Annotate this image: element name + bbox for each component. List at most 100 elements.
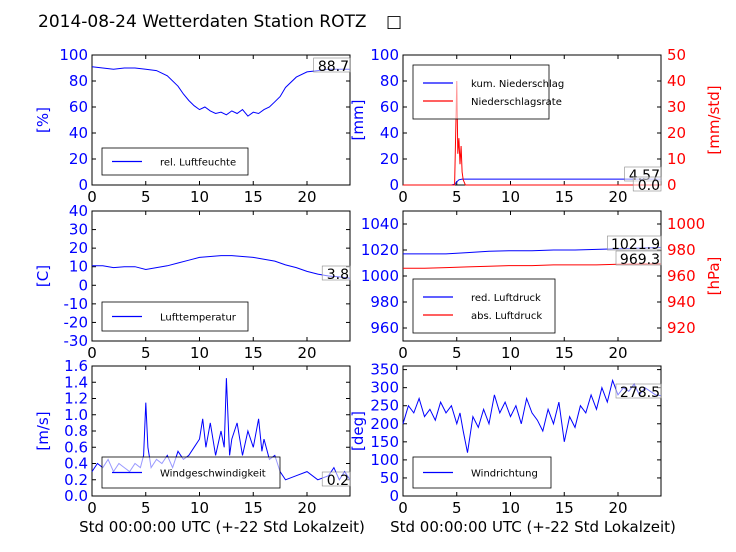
y-right-tick-label: 980 (667, 241, 696, 259)
legend-entry: Niederschlagsrate (471, 97, 562, 108)
y-tick-label: 100 (370, 451, 399, 469)
y-tick-label: 0.4 (64, 455, 88, 473)
x-tick-label: 20 (297, 344, 316, 362)
current-value-label: 88.7 (318, 59, 349, 75)
x-tick-label: 10 (501, 499, 520, 517)
legend: Windgeschwindigkeit (101, 456, 281, 489)
legend-entry: Windgeschwindigkeit (160, 469, 266, 480)
current-value-label: 278.5 (620, 385, 660, 401)
legend-entry: kum. Niederschlag (471, 79, 564, 90)
y-tick-label: 300 (370, 379, 399, 397)
x-tick-label: 15 (244, 188, 263, 206)
precipitation-panel: 0 5 10 15 20 0 20 40 60 80 100 0 10 20 30 40 50 [mm/std] [… (349, 46, 723, 206)
y-tick-label: -10 (64, 295, 89, 313)
x-tick-label: 5 (452, 188, 462, 206)
x-tick-label: 10 (190, 188, 209, 206)
current-value-label: 969.3 (620, 252, 660, 268)
y-tick-label: 20 (69, 150, 88, 168)
y-tick-label: 1020 (361, 241, 399, 259)
y-tick-label: 50 (380, 469, 399, 487)
x-tick-label: 15 (555, 499, 574, 517)
y-right-tick-label: 1000 (667, 215, 705, 233)
y-tick-label: 80 (380, 72, 399, 90)
x-tick-label: 15 (555, 188, 574, 206)
x-tick-label: 10 (190, 499, 209, 517)
current-value-label: 1021.9 (611, 237, 660, 253)
x-tick-label: 5 (141, 344, 151, 362)
x-tick-label: 0 (398, 499, 408, 517)
y-tick-label: 1.6 (64, 357, 88, 375)
x-tick-label: 0 (398, 188, 408, 206)
y-right-axis-label: [mm/std] (705, 85, 723, 154)
y-tick-label: 250 (370, 397, 399, 415)
y-tick-label: 1.4 (64, 373, 88, 391)
x-tick-label: 5 (141, 499, 151, 517)
y-tick-label: 350 (370, 361, 399, 379)
x-tick-label: 20 (297, 188, 316, 206)
series-line (91, 66, 350, 117)
x-tick-label: 15 (244, 499, 263, 517)
current-value-label: 0.2 (327, 473, 349, 489)
y-tick-label: -30 (64, 332, 89, 350)
x-tick-label: 20 (297, 499, 316, 517)
y-tick-label: 20 (69, 239, 88, 257)
value-label-frame (321, 265, 351, 281)
y-tick-label: 0.8 (64, 422, 88, 440)
series-line (403, 80, 661, 186)
legend: red. Luftdruck abs. Luftdruck (412, 278, 556, 334)
y-tick-label: 1000 (361, 267, 399, 285)
y-tick-label: 80 (69, 72, 88, 90)
plot-frame (402, 365, 662, 497)
y-tick-label: 10 (69, 258, 88, 276)
y-right-tick-label: 50 (667, 46, 686, 64)
x-tick-label: 5 (452, 344, 462, 362)
x-tick-label: 0 (87, 499, 97, 517)
x-tick-label: 20 (608, 499, 627, 517)
x-tick-label: 0 (87, 344, 97, 362)
title-glyph: □ (386, 12, 402, 32)
temperature-panel: 0 5 10 15 20-30-20-10010203040[C]Lufttempera… (34, 202, 351, 362)
y-tick-label: 100 (59, 46, 88, 64)
humidity-panel: 0 5 10 15 20 0 20 40 60 80 100 [%] rel. Luftfeuchte 8… (34, 46, 351, 206)
y-tick-label: 60 (69, 98, 88, 116)
legend-entry: red. Luftdruck (471, 293, 541, 304)
x-tick-label: 10 (501, 344, 520, 362)
series-line (92, 255, 351, 279)
y-right-tick-label: 960 (667, 267, 696, 285)
y-right-tick-label: 920 (667, 319, 696, 337)
y-tick-label: 1040 (361, 215, 399, 233)
wind-speed-panel: 0 5 10 15 200.00.20.40.60.81.01.21.41.6[m/s]… (34, 357, 351, 517)
value-label-frame (321, 471, 351, 487)
y-tick-label: 0.6 (64, 438, 88, 456)
legend-entry: Windrichtung (471, 469, 538, 480)
x-axis-label-right: Std 00:00:00 UTC (+-22 Std Lokalzeit) (390, 518, 676, 536)
x-tick-label: 5 (141, 188, 151, 206)
x-axis-label-left: Std 00:00:00 UTC (+-22 Std Lokalzeit) (79, 518, 365, 536)
legend-entry: Lufttemperatur (160, 313, 237, 324)
y-right-tick-label: 40 (667, 72, 686, 90)
y-tick-label: 960 (370, 319, 399, 337)
y-axis-label: [m/s] (34, 411, 52, 450)
value-label-frame (607, 235, 662, 251)
y-axis-label: [C] (34, 265, 52, 287)
legend-entry: abs. Luftdruck (471, 311, 542, 322)
y-right-tick-label: 30 (667, 98, 686, 116)
legend-frame (412, 64, 550, 120)
y-right-tick-label: 10 (667, 150, 686, 168)
figure-title: 2014-08-24 Wetterdaten Station ROTZ (38, 12, 367, 32)
y-axis-label: [%] (34, 107, 52, 133)
x-tick-label: 5 (452, 499, 462, 517)
value-label-frame (615, 383, 662, 399)
y-tick-label: 40 (380, 124, 399, 142)
x-tick-label: 10 (501, 188, 520, 206)
y-right-tick-label: 940 (667, 293, 696, 311)
current-value-label: 3.8 (327, 267, 349, 283)
y-tick-label: 150 (370, 433, 399, 451)
value-label-frame (313, 57, 351, 73)
y-tick-label: 30 (69, 221, 88, 239)
y-tick-label: 0 (78, 276, 88, 294)
y-tick-label: 1.0 (64, 406, 88, 424)
y-tick-label: 40 (69, 124, 88, 142)
x-tick-label: 0 (87, 188, 97, 206)
